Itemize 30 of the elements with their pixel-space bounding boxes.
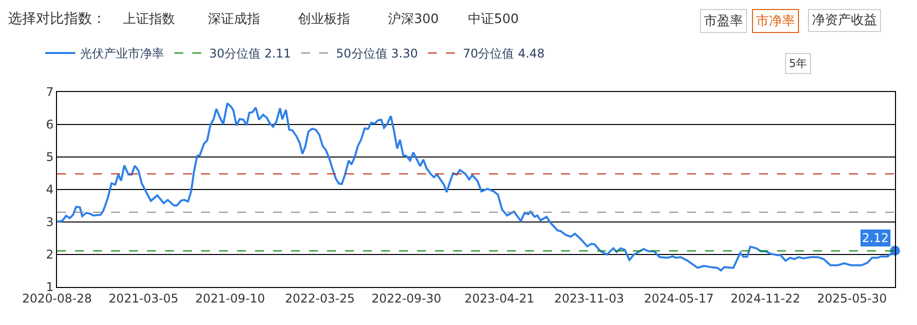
text: 创业板指 bbox=[298, 12, 350, 27]
y-tick-label: 3 bbox=[46, 215, 54, 230]
x-tick-label: 2022-03-25 bbox=[284, 291, 355, 306]
x-tick-label: 2023-04-21 bbox=[464, 291, 534, 306]
y-tick-label: 5 bbox=[46, 150, 54, 164]
text: 上证指数 bbox=[123, 12, 175, 27]
y-tick-label: 7 bbox=[46, 85, 54, 100]
text: 沪深300 bbox=[388, 11, 439, 27]
legend-label: 70分位值 4.48 bbox=[462, 46, 545, 61]
text: 5年 bbox=[789, 57, 807, 70]
text: 市净率 bbox=[756, 13, 795, 29]
x-tick-label: 2021-03-05 bbox=[108, 291, 178, 306]
text: 中证500 bbox=[468, 12, 519, 27]
x-tick-label: 2021-09-10 bbox=[195, 291, 265, 306]
text: 净资产收益 bbox=[812, 13, 877, 28]
x-tick-label: 2022-09-30 bbox=[372, 291, 442, 306]
legend-label: 30分位值 2.11 bbox=[209, 46, 292, 61]
x-tick-label: 2024-11-22 bbox=[730, 291, 800, 306]
y-tick-label: 4 bbox=[46, 182, 54, 197]
legend-label: 光伏产业市净率 bbox=[80, 46, 164, 61]
x-tick-label: 2025-05-30 bbox=[817, 291, 887, 306]
x-tick-label: 2023-11-03 bbox=[554, 291, 624, 306]
legend-label: 50分位值 3.30 bbox=[336, 46, 418, 61]
data-label: 2.12 bbox=[862, 231, 889, 245]
text: 选择对比指数： bbox=[8, 11, 106, 27]
x-tick-label: 2024-05-17 bbox=[644, 291, 714, 306]
y-tick-label: 6 bbox=[46, 118, 54, 132]
text: 市盈率 bbox=[704, 13, 743, 29]
y-tick-label: 2 bbox=[46, 248, 54, 262]
text: 深证成指 bbox=[208, 12, 260, 27]
